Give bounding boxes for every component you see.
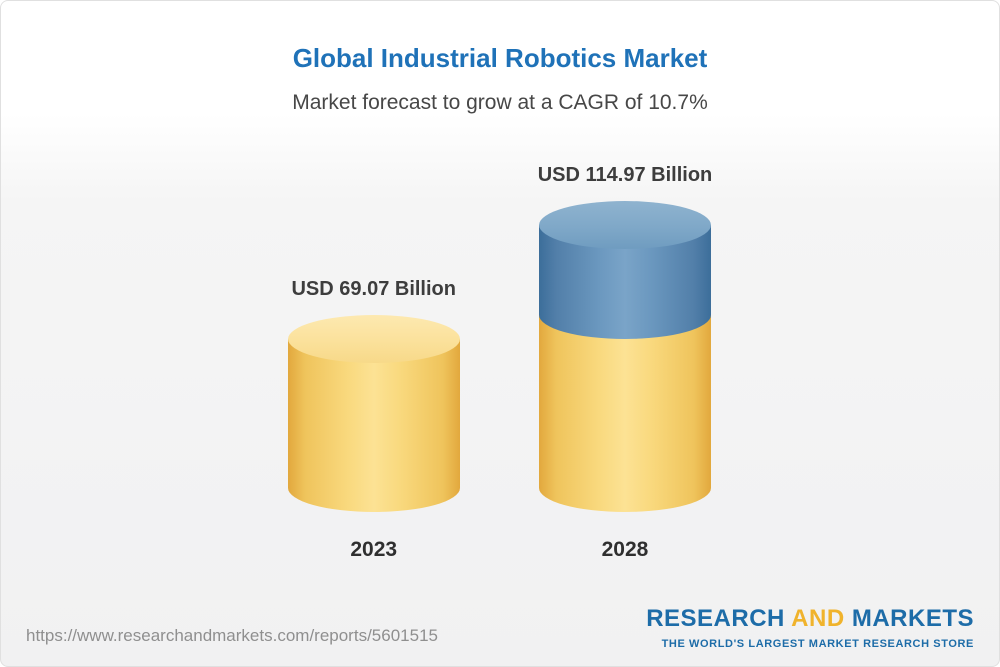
logo-word-and: AND	[791, 605, 845, 632]
cylinder-2023-body	[287, 339, 460, 512]
logo-word-research: RESEARCH	[646, 605, 785, 632]
logo-tagline: THE WORLD'S LARGEST MARKET RESEARCH STOR…	[661, 638, 974, 650]
cylinder-2028-base-segment	[538, 315, 711, 512]
year-label-2028: 2028	[601, 538, 649, 561]
bar-group-2028: USD 114.97 Billion 2028	[538, 164, 713, 562]
logo-wordmark: RESEARCH AND MARKETS	[646, 605, 974, 633]
report-url: https://www.researchandmarkets.com/repor…	[26, 626, 438, 645]
year-label-2023: 2023	[350, 538, 398, 561]
cylinder-2028	[538, 200, 711, 512]
bar-group-2023: USD 69.07 Billion 2023	[287, 278, 460, 562]
logo-word-markets: MARKETS	[851, 605, 974, 632]
cylinder-2028-top-ellipse	[538, 200, 711, 249]
research-and-markets-logo: RESEARCH AND MARKETS THE WORLD'S LARGEST…	[646, 605, 974, 650]
cylinder-2023	[287, 315, 460, 512]
header: Global Industrial Robotics Market Market…	[1, 1, 999, 115]
value-label-2023: USD 69.07 Billion	[291, 278, 456, 301]
bar-chart: USD 69.07 Billion 2023 USD 114.97 Billio…	[1, 164, 999, 562]
chart-title: Global Industrial Robotics Market	[292, 43, 708, 73]
value-label-2028: USD 114.97 Billion	[537, 163, 713, 186]
cylinder-2023-top-ellipse	[287, 315, 460, 364]
chart-subtitle: Market forecast to grow at a CAGR of 10.…	[292, 91, 708, 114]
